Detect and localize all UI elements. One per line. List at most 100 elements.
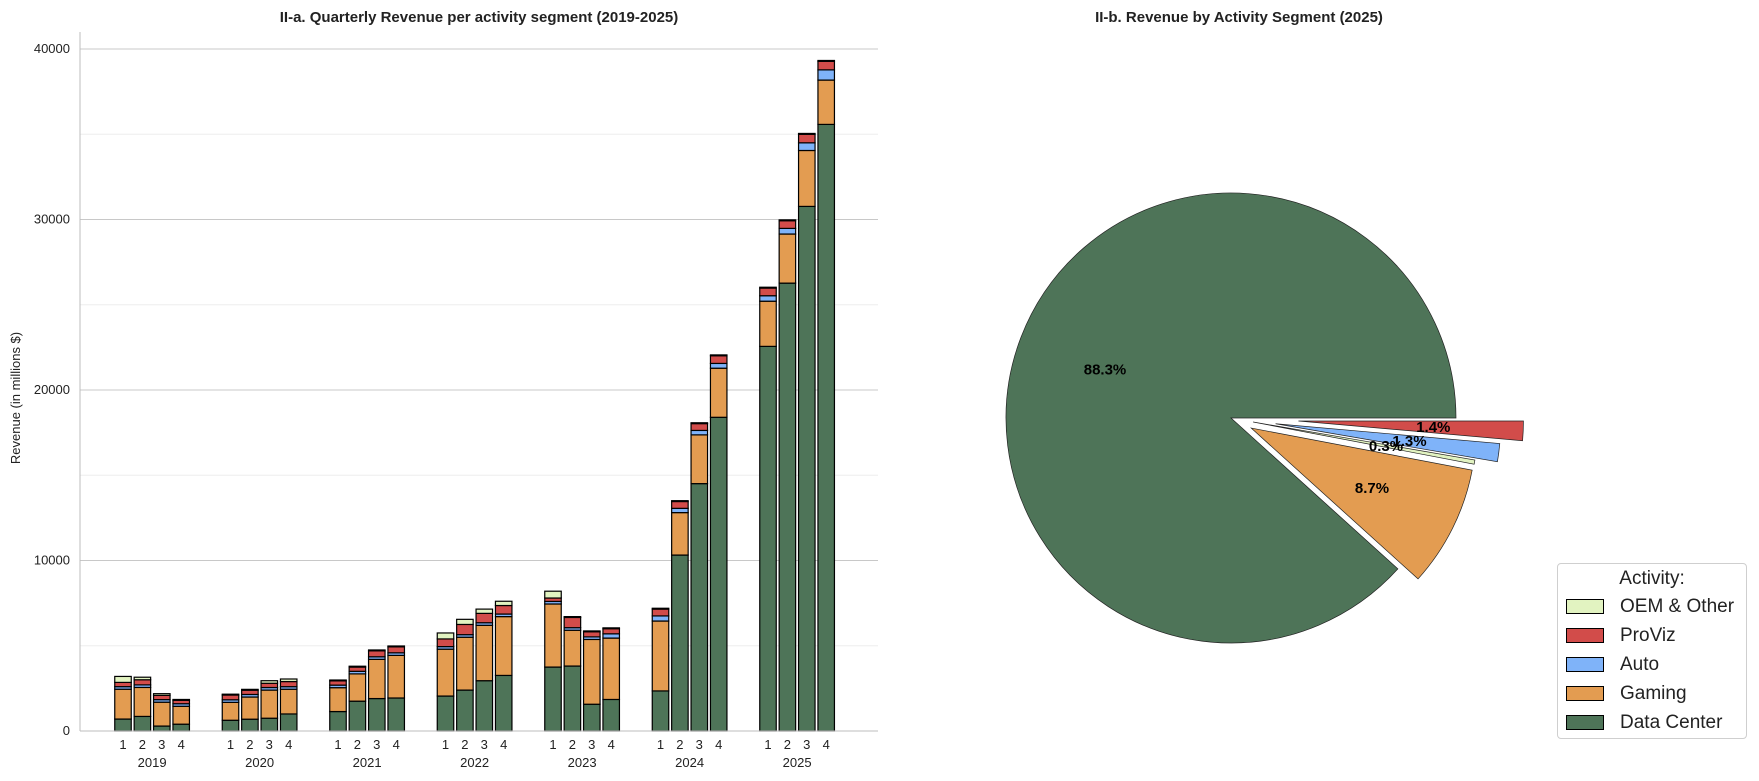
x-tick-year: 2022 — [460, 755, 489, 770]
bar-segment-data-center — [563, 665, 582, 732]
x-tick-quarter: 3 — [481, 737, 488, 752]
bar-chart-bars — [114, 59, 836, 732]
bar-segment-proviz — [651, 608, 670, 617]
bar-segment-oem-other — [172, 698, 191, 701]
bar-segment-data-center — [152, 725, 171, 732]
pie-slice-label: 0.3% — [1369, 438, 1403, 455]
bar-segment-oem-other — [651, 607, 670, 610]
bar-segment-data-center — [709, 416, 728, 732]
bar-segment-data-center — [582, 703, 601, 732]
bar-segment-data-center — [456, 689, 474, 732]
bar-segment-data-center — [778, 282, 797, 732]
pie-chart-slices — [1005, 192, 1524, 644]
pie-slice-auto — [1275, 423, 1501, 463]
x-tick-quarter: 1 — [334, 737, 341, 752]
bar-segment-gaming — [133, 686, 152, 718]
bar-segment-auto — [709, 362, 728, 369]
bar-chart-title: II-a. Quarterly Revenue per activity seg… — [280, 9, 679, 26]
legend-item: OEM & Other — [1558, 592, 1746, 621]
x-tick-quarter: 4 — [608, 737, 615, 752]
bar-segment-data-center — [494, 674, 513, 732]
x-tick-quarter: 2 — [139, 737, 146, 752]
bar-segment-oem-other — [133, 676, 152, 681]
pie-slice-oem-other — [1253, 421, 1476, 465]
bar-segment-proviz — [152, 694, 171, 701]
bar-segment-proviz — [367, 650, 386, 658]
bar-segment-proviz — [260, 682, 279, 689]
x-tick-quarter: 4 — [393, 737, 400, 752]
bar-segment-auto — [690, 429, 709, 436]
pie-slice-label: 8.7% — [1355, 480, 1389, 497]
bar-segment-oem-other — [436, 632, 455, 640]
bar-segment-gaming — [651, 620, 670, 692]
bar-segment-gaming — [817, 79, 836, 126]
x-tick-quarter: 2 — [246, 737, 253, 752]
y-tick-label: 0 — [63, 723, 70, 738]
x-tick-quarter: 2 — [784, 737, 791, 752]
bar-segment-gaming — [778, 233, 797, 284]
legend-label: Auto — [1620, 653, 1660, 675]
legend-title: Activity: — [1619, 568, 1685, 589]
x-tick-quarter: 3 — [803, 737, 810, 752]
x-tick-year: 2019 — [138, 755, 167, 770]
legend-item: Data Center — [1558, 708, 1746, 737]
pie-slice-data-center — [1005, 192, 1457, 644]
legend-swatch — [1566, 715, 1604, 730]
bar-segment-proviz — [671, 500, 689, 509]
bar-segment-oem-other — [260, 680, 279, 684]
bar-segment-data-center — [671, 554, 689, 732]
bar-segment-oem-other — [221, 693, 240, 696]
bar-segment-oem-other — [387, 645, 406, 648]
bar-segment-gaming — [671, 512, 689, 556]
bar-segment-data-center — [114, 718, 132, 732]
bar-segment-oem-other — [475, 608, 494, 614]
bar-segment-gaming — [387, 654, 406, 699]
bar-segment-data-center — [133, 715, 152, 732]
pie-chart-title: II-b. Revenue by Activity Segment (2025) — [1095, 9, 1383, 26]
bar-segment-gaming — [348, 673, 367, 702]
x-tick-year: 2024 — [675, 755, 704, 770]
bar-segment-proviz — [797, 133, 816, 144]
bar-segment-data-center — [436, 695, 455, 732]
x-tick-quarter: 1 — [549, 737, 556, 752]
bar-segment-gaming — [172, 705, 191, 725]
bar-segment-gaming — [152, 701, 171, 727]
legend-swatch — [1566, 628, 1604, 643]
bar-segment-proviz — [241, 689, 259, 696]
bar-segment-proviz — [817, 60, 836, 71]
bar-segment-oem-other — [797, 132, 816, 135]
x-tick-year: 2025 — [783, 755, 812, 770]
bar-segment-gaming — [260, 689, 279, 719]
bar-segment-gaming — [367, 658, 386, 700]
x-tick-quarter: 1 — [442, 737, 449, 752]
bar-segment-data-center — [817, 123, 836, 732]
x-tick-quarter: 3 — [588, 737, 595, 752]
bar-segment-auto — [671, 507, 689, 514]
bar-segment-gaming — [456, 636, 474, 691]
bar-segment-data-center — [348, 700, 367, 732]
x-tick-quarter: 2 — [569, 737, 576, 752]
bar-segment-auto — [651, 615, 670, 622]
bar-segment-data-center — [367, 697, 386, 732]
bar-segment-proviz — [690, 423, 709, 432]
bar-segment-gaming — [475, 624, 494, 682]
y-tick-label: 40000 — [34, 41, 70, 56]
legend-label: ProViz — [1620, 624, 1676, 646]
pie-slice-gaming — [1249, 427, 1473, 580]
x-tick-quarter: 2 — [461, 737, 468, 752]
bar-segment-data-center — [241, 718, 259, 732]
bar-segment-data-center — [221, 719, 240, 732]
bar-segment-auto — [817, 69, 836, 81]
x-tick-year: 2023 — [568, 755, 597, 770]
bar-segment-proviz — [778, 220, 797, 230]
bar-segment-data-center — [387, 697, 406, 732]
pie-slice-label: 1.3% — [1392, 433, 1426, 450]
legend-item: Gaming — [1558, 679, 1746, 708]
bar-segment-proviz — [221, 694, 240, 701]
bar-segment-oem-other — [671, 500, 689, 503]
bar-segment-oem-other — [367, 649, 386, 652]
x-tick-quarter: 4 — [178, 737, 185, 752]
bar-chart-y-ticks: 0 10000 20000 30000 40000 — [34, 41, 70, 738]
legend-items: OEM & Other ProViz Auto Gaming Data Center — [1558, 592, 1746, 737]
